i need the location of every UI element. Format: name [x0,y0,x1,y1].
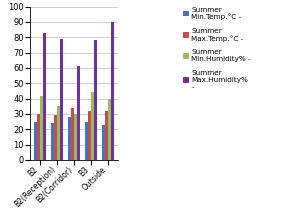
Bar [74,114,77,160]
Bar [88,111,91,160]
Bar [111,22,114,160]
Bar [85,122,88,160]
Bar [57,106,60,160]
Bar [77,66,80,160]
Bar [60,39,63,160]
Bar [105,111,108,160]
Bar [91,92,94,160]
Bar [71,108,74,160]
Bar [37,114,40,160]
Bar [102,125,105,160]
Bar [54,115,57,160]
Bar [108,99,111,160]
Bar [43,33,46,160]
Bar [51,123,54,160]
Legend: Summer
Min.Temp.°C -, Summer
Max.Temp.°C -, Summer
Min.Humidity% -, Summer
Max.H: Summer Min.Temp.°C -, Summer Max.Temp.°C… [183,6,252,91]
Bar [40,95,43,160]
Bar [34,122,37,160]
Bar [68,117,71,160]
Bar [94,40,97,160]
